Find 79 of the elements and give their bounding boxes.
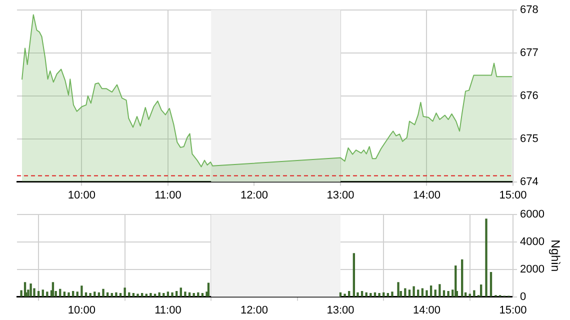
bar	[370, 293, 372, 297]
y-tick-label: 0	[520, 290, 526, 303]
bar	[119, 293, 122, 297]
x-tick-label: 13:00	[326, 304, 354, 316]
bar	[76, 292, 78, 297]
bar	[150, 293, 152, 297]
bar	[447, 290, 450, 297]
bar	[391, 292, 394, 297]
bar	[136, 294, 139, 297]
bar	[30, 283, 32, 297]
bar	[72, 290, 74, 297]
bar	[461, 259, 464, 297]
bar	[63, 292, 66, 297]
bar	[344, 294, 346, 297]
x-tick-label: 12:00	[240, 304, 268, 316]
bar	[110, 293, 113, 297]
bar	[207, 282, 210, 297]
bar	[52, 282, 54, 297]
bar	[192, 293, 195, 297]
bar	[89, 293, 92, 297]
bar	[473, 290, 476, 297]
bar	[154, 294, 156, 297]
bar	[132, 293, 135, 297]
y-tick-label: 6000	[520, 208, 544, 221]
bar	[490, 272, 492, 297]
bar	[176, 290, 178, 297]
bar	[80, 286, 83, 297]
y-tick-label: 4000	[520, 236, 544, 248]
x-tick-label: 14:00	[412, 189, 441, 202]
y-axis-title: Nghìn	[548, 240, 562, 272]
bar	[68, 292, 70, 297]
y-tick-label: 2000	[520, 263, 544, 276]
bar	[166, 292, 170, 297]
bar	[102, 288, 104, 297]
x-tick-label: 15:00	[499, 304, 527, 316]
y-tick-label: 674	[520, 176, 538, 188]
y-tick-label: 678	[520, 4, 538, 16]
bar	[404, 288, 406, 297]
x-tick-label: 10:00	[68, 304, 96, 316]
bar	[417, 290, 420, 297]
bar	[438, 284, 441, 297]
bar	[141, 293, 144, 297]
bar	[430, 286, 432, 297]
x-tick-label: 15:00	[499, 189, 527, 202]
bar	[59, 288, 62, 297]
x-tick-label: 12:00	[240, 189, 268, 202]
bar	[115, 292, 118, 297]
bar	[46, 292, 48, 297]
bar	[426, 290, 428, 297]
bar	[434, 290, 436, 297]
bar	[42, 290, 44, 297]
bar	[94, 292, 96, 297]
bar	[162, 293, 165, 297]
bar	[171, 292, 174, 297]
bar	[485, 218, 488, 297]
bar	[408, 290, 411, 297]
y-tick-label: 675	[520, 132, 538, 145]
x-tick-label: 11:00	[154, 189, 182, 202]
bar	[37, 290, 40, 297]
bar	[184, 292, 186, 297]
bar	[124, 288, 126, 297]
x-tick-label: 10:00	[68, 189, 96, 202]
y-tick-label: 677	[520, 46, 538, 59]
bar	[397, 282, 400, 297]
bar	[352, 253, 356, 297]
bar	[201, 293, 204, 297]
bar	[480, 284, 482, 297]
bar	[378, 293, 380, 297]
bar	[348, 290, 350, 297]
x-tick-label: 13:00	[326, 189, 354, 202]
bar	[145, 294, 148, 297]
bar	[412, 286, 415, 297]
bar	[386, 293, 389, 297]
x-tick-label: 11:00	[154, 304, 182, 316]
x-tick-label: 14:00	[412, 304, 441, 316]
bar	[180, 288, 182, 297]
y-tick-label: 676	[520, 90, 538, 102]
bar	[468, 294, 471, 297]
bar	[360, 290, 364, 297]
